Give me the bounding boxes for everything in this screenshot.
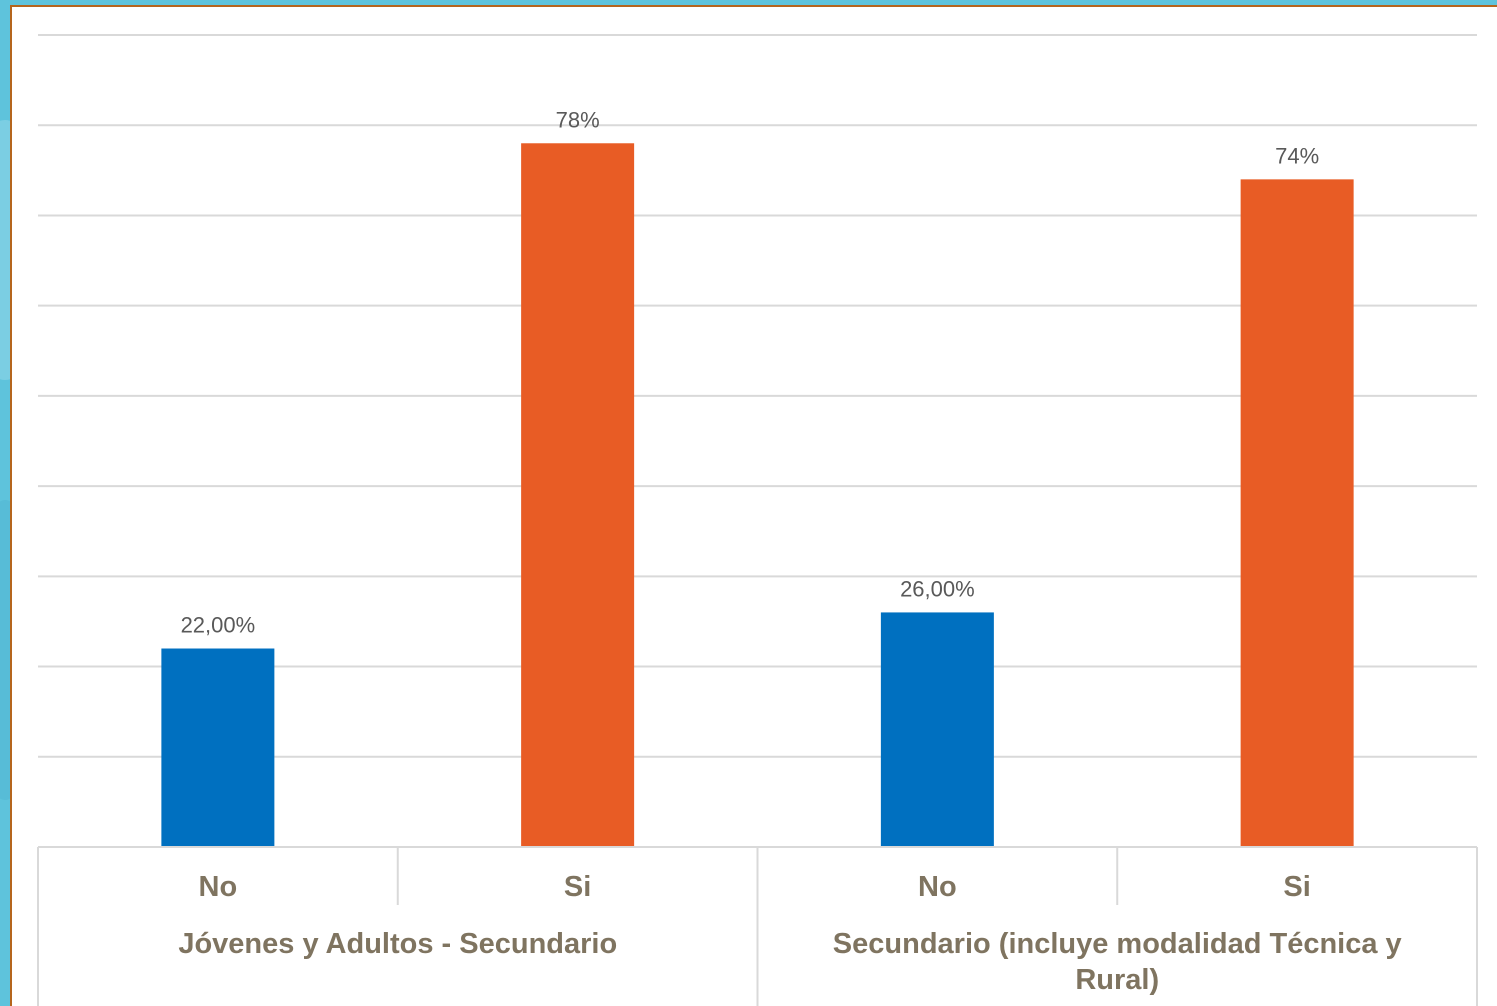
data-label: 26,00% [900,576,975,601]
gridlines [38,34,1477,758]
category-label: Si [564,871,591,903]
category-label: No [199,871,238,903]
data-label: 74% [1275,143,1319,168]
bar-si [1240,179,1354,847]
category-label: No [918,871,957,903]
group-label: Secundario (incluye modalidad Técnica y [833,928,1402,960]
group-label: Rural) [1075,964,1159,996]
category-axis: No Si No Si Jóvenes y Adultos - Secundario Se… [37,846,1478,1006]
data-label: 78% [556,107,600,132]
bar-si [521,143,635,847]
data-label: 22,00% [181,613,256,638]
bar-no [880,612,994,847]
category-label: Si [1283,871,1310,903]
data-labels: 22,00% 78% 26,00% 74% [181,107,1320,637]
bars [161,143,1354,847]
bar-no [161,648,275,847]
group-label: Jóvenes y Adultos - Secundario [178,928,617,960]
